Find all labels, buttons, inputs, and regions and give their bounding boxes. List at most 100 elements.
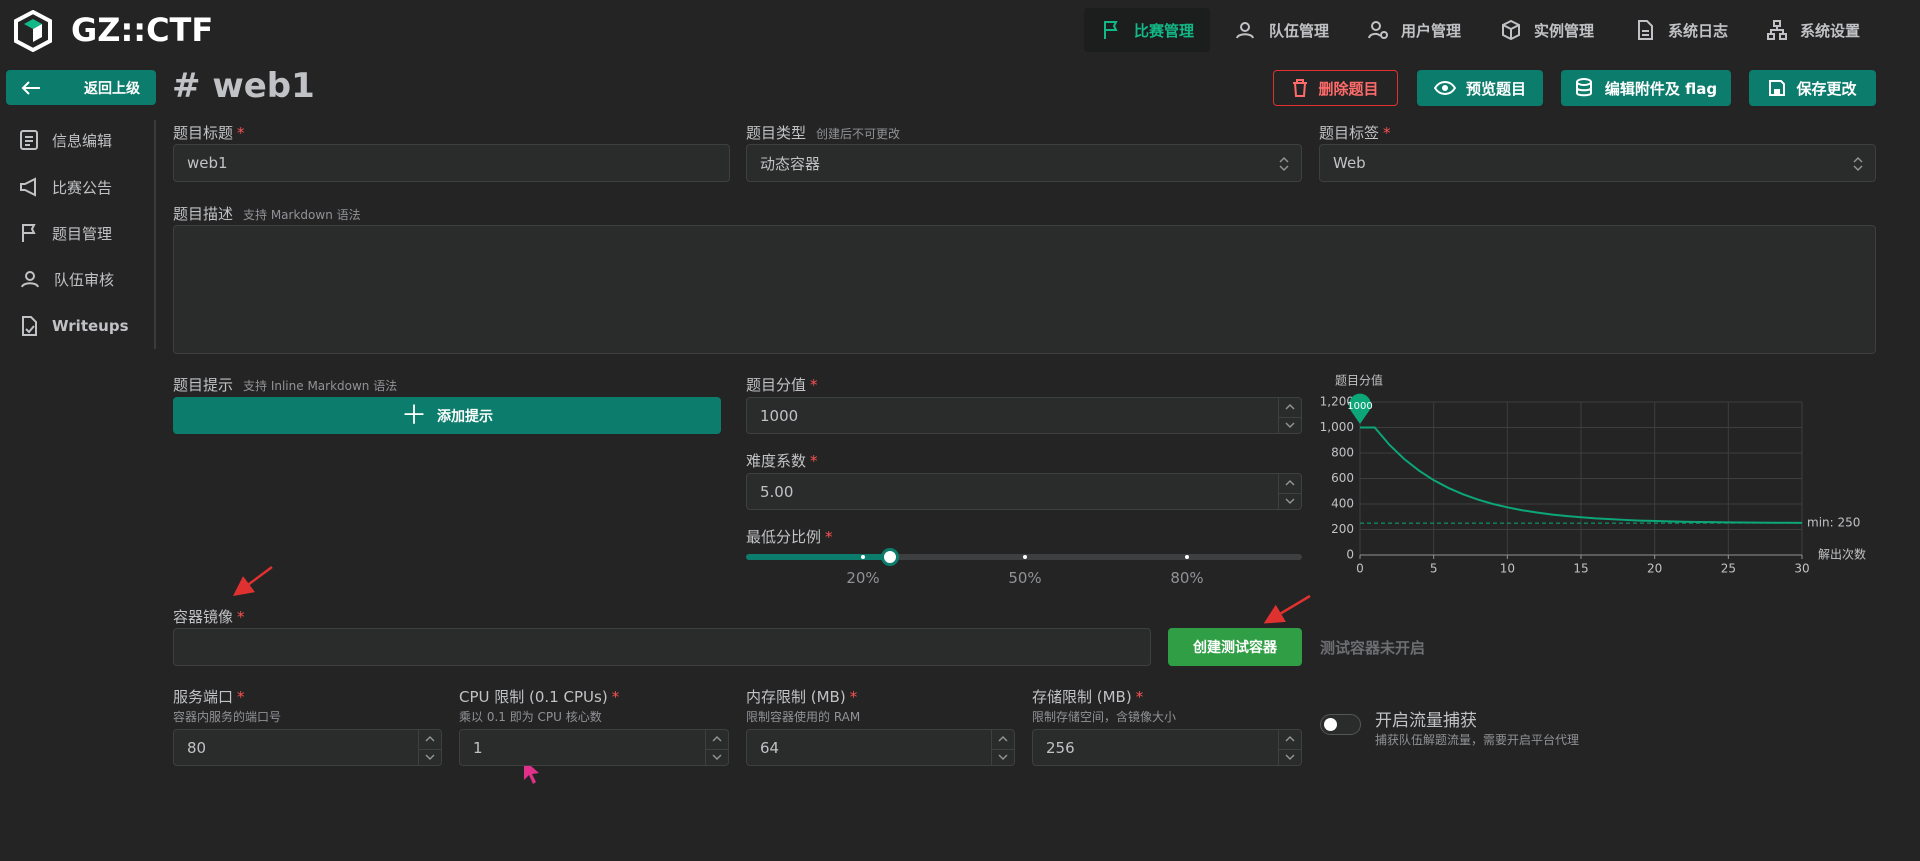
field-label: 题目提示 支持 Inline Markdown 语法: [173, 374, 397, 395]
label-text: 最低分比例: [746, 528, 822, 546]
input-value: 动态容器: [760, 154, 821, 173]
chevron: [998, 754, 1008, 760]
required-mark: *: [810, 376, 818, 394]
slider-dot: [1185, 555, 1189, 559]
spinner[interactable]: [1278, 398, 1301, 433]
slider-thumb[interactable]: [881, 548, 899, 566]
input[interactable]: 256: [1032, 729, 1302, 766]
btn-icon: [1433, 81, 1456, 95]
arrow: [232, 565, 273, 596]
input-value: Web: [1333, 154, 1366, 172]
nav-item[interactable]: 队伍管理: [1233, 8, 1329, 52]
input[interactable]: 64: [746, 729, 1015, 766]
spinner-divider: [1279, 748, 1301, 750]
required-mark: *: [1383, 124, 1391, 142]
chevron: [998, 736, 1008, 742]
nav-item[interactable]: 系统日志: [1634, 8, 1728, 52]
input[interactable]: [173, 628, 1151, 666]
side-item[interactable]: 队伍审核: [18, 268, 114, 290]
input[interactable]: [173, 225, 1876, 354]
side-item[interactable]: 题目管理: [18, 222, 112, 244]
input-value: 80: [187, 738, 207, 757]
required-mark: *: [810, 452, 818, 470]
btn-icon: [1293, 79, 1308, 97]
required-mark: *: [1135, 688, 1144, 706]
label-text: 题目标签: [1319, 124, 1380, 142]
side-icon: [21, 271, 39, 288]
side-label: Writeups: [52, 317, 129, 335]
required-mark: *: [611, 688, 620, 706]
input[interactable]: 1000: [746, 397, 1302, 434]
label-text: 题目标题: [173, 124, 234, 142]
nav-item[interactable]: 比赛管理: [1100, 8, 1194, 52]
field-label: 题目标题 *: [173, 122, 245, 143]
required-mark: *: [237, 688, 245, 706]
side-item[interactable]: 信息编辑: [18, 129, 112, 151]
field-hint: 支持 Inline Markdown 语法: [243, 379, 398, 393]
back-button[interactable]: 返回上级: [6, 70, 156, 105]
x-tick-label: 10: [1500, 562, 1515, 576]
slider-mark-label: 50%: [1008, 569, 1042, 587]
field-label: 难度系数 *: [746, 450, 818, 471]
y-tick-label: 400: [1331, 497, 1354, 511]
nav-item[interactable]: 用户管理: [1367, 8, 1461, 52]
input[interactable]: web1: [173, 144, 730, 182]
btn-icon: [1575, 78, 1592, 97]
input[interactable]: 80: [173, 729, 442, 766]
side-label: 队伍审核: [54, 270, 115, 289]
toggle[interactable]: [1320, 714, 1361, 735]
plus-icon: ＋: [400, 400, 427, 431]
btn-icon: [1769, 80, 1786, 96]
nav-item[interactable]: 系统设置: [1766, 8, 1860, 52]
side-icon: [20, 177, 36, 197]
sidebar-divider: [154, 120, 156, 349]
toggle-label: 开启流量捕获: [1375, 711, 1477, 731]
attachment-button[interactable]: 编辑附件及 flag: [1561, 70, 1731, 106]
x-tick-label: 0: [1356, 562, 1364, 576]
nav-item[interactable]: 实例管理: [1500, 8, 1594, 52]
preview-button[interactable]: 预览题目: [1417, 70, 1543, 106]
input-value: 1: [473, 738, 483, 757]
add-hint-button[interactable]: ＋ 添加提示: [173, 397, 721, 434]
spinner[interactable]: [1278, 730, 1301, 765]
container-status: 测试容器未开启: [1320, 639, 1426, 657]
nav-icon: [1368, 21, 1388, 39]
spinner[interactable]: [991, 730, 1014, 765]
btn-label: 预览题目: [1465, 79, 1526, 98]
save-button[interactable]: 保存更改: [1749, 70, 1876, 106]
label-text: 题目类型: [746, 124, 807, 142]
input[interactable]: 动态容器: [746, 144, 1302, 182]
min-line-label: min: 250: [1807, 516, 1860, 530]
side-item[interactable]: 比赛公告: [18, 176, 112, 198]
required-mark: *: [849, 688, 858, 706]
side-item[interactable]: Writeups: [18, 315, 129, 337]
input-value: 5.00: [760, 482, 794, 501]
slider-mark-label: 80%: [1170, 569, 1204, 587]
x-tick-label: 30: [1794, 562, 1809, 576]
y-tick-label: 1,200: [1320, 395, 1354, 409]
chevron: [1853, 156, 1863, 163]
chevron: [712, 754, 722, 760]
input[interactable]: 1: [459, 729, 729, 766]
create-container-button[interactable]: 创建测试容器: [1168, 628, 1302, 666]
chevron: [1285, 498, 1295, 504]
input[interactable]: 5.00: [746, 473, 1302, 510]
nav-icon: [1638, 20, 1653, 40]
chevron: [1285, 480, 1295, 486]
label-text: 服务端口: [173, 688, 234, 706]
input[interactable]: Web: [1319, 144, 1876, 182]
toggle-hint: 捕获队伍解题流量，需要开启平台代理: [1375, 733, 1580, 747]
spinner[interactable]: [418, 730, 441, 765]
spinner-divider: [419, 748, 441, 750]
field-label: 容器镜像 *: [173, 606, 245, 627]
side-icon: [20, 130, 38, 150]
btn-label: 添加提示: [437, 408, 493, 425]
label-text: 难度系数: [746, 452, 807, 470]
side-icon: [22, 316, 37, 336]
delete-button[interactable]: 删除题目: [1273, 70, 1398, 106]
field-hint: 乘以 0.1 即为 CPU 核心数: [459, 710, 602, 724]
spinner[interactable]: [1278, 474, 1301, 509]
spinner[interactable]: [705, 730, 728, 765]
